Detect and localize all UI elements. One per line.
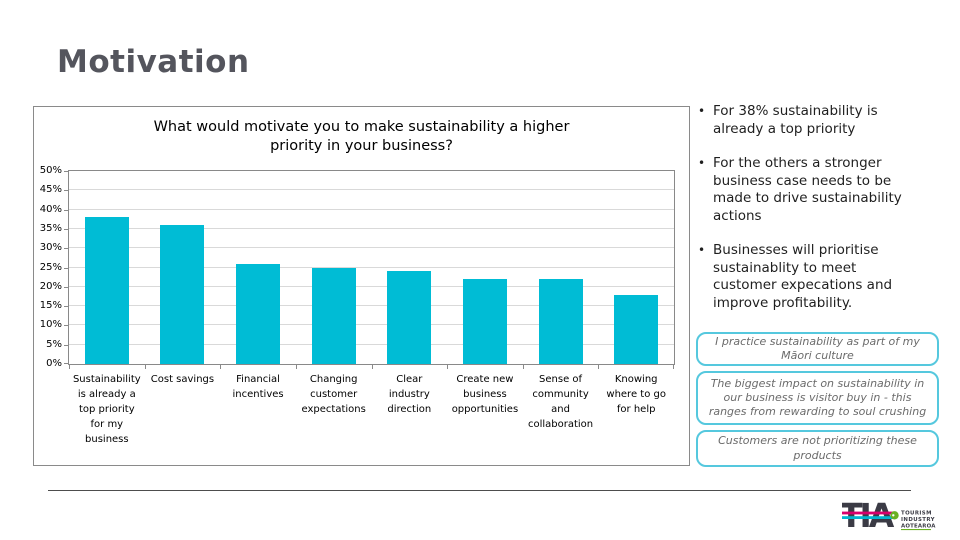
x-axis-tick xyxy=(371,364,373,369)
y-axis-label: 15% xyxy=(39,300,62,312)
y-axis-label: 50% xyxy=(39,165,62,176)
logo-stripe-magenta xyxy=(842,511,894,515)
bar-1 xyxy=(84,217,129,364)
y-axis-label: 0% xyxy=(46,358,62,369)
tia-logo: TIA TOURISM INDUSTRY AOTEAROA xyxy=(842,498,936,534)
slide-title: Motivation xyxy=(57,44,250,80)
bullet-item-2: • For the others a stronger business cas… xyxy=(698,155,940,225)
footer-divider xyxy=(48,490,911,491)
logo-koru-dot xyxy=(892,514,895,517)
x-axis-tick xyxy=(522,364,524,369)
y-axis-tick xyxy=(64,306,69,308)
bullet-marker: • xyxy=(698,243,706,257)
chart-container: What would motivate you to make sustaina… xyxy=(33,106,690,466)
x-axis-tick xyxy=(673,364,674,369)
quote-box-1: I practice sustainability as part of my … xyxy=(696,332,939,366)
x-category-label: Sense of community and collaboration xyxy=(527,374,594,430)
x-axis-tick xyxy=(144,364,146,369)
bar-4 xyxy=(311,267,356,364)
logo-line-1: TOURISM xyxy=(901,511,932,517)
y-axis-tick xyxy=(64,267,69,269)
x-category-label: Changing customer expectations xyxy=(301,374,366,415)
bullet-marker: • xyxy=(698,156,706,170)
quote-box-3: Customers are not prioritizing these pro… xyxy=(696,430,939,467)
gridline xyxy=(69,305,674,307)
y-axis-label: 45% xyxy=(39,184,62,196)
bar-2 xyxy=(160,225,205,364)
bar-6 xyxy=(462,279,507,364)
bar-5 xyxy=(387,271,432,364)
x-axis-tick xyxy=(69,364,70,369)
y-axis-label: 25% xyxy=(39,261,62,273)
y-axis-tick xyxy=(64,363,69,364)
x-axis-tick xyxy=(598,364,600,369)
y-axis-tick xyxy=(64,325,69,327)
x-axis-tick xyxy=(447,364,449,369)
y-axis-label: 10% xyxy=(39,319,62,331)
x-category-label: Clear industry direction xyxy=(387,374,432,415)
x-axis-tick xyxy=(295,364,297,369)
gridline xyxy=(69,285,674,287)
gridline xyxy=(69,227,674,229)
bullet-text-2: For the others a stronger business case … xyxy=(713,155,902,224)
gridline xyxy=(69,189,674,191)
gridline xyxy=(69,324,674,326)
y-axis-tick xyxy=(64,209,69,211)
bullet-text-1: For 38% sustainability is already a top … xyxy=(713,103,878,137)
logo-line-2: INDUSTRY xyxy=(901,517,935,523)
x-category-label: Financial incentives xyxy=(232,374,284,400)
chart-title: What would motivate you to make sustaina… xyxy=(153,119,570,155)
y-axis-tick xyxy=(64,248,69,250)
logo-stripe-cyan xyxy=(842,516,894,519)
bar-3 xyxy=(236,263,281,364)
gridline xyxy=(69,247,674,249)
y-axis-label: 40% xyxy=(39,203,62,215)
insight-bullets: • For 38% sustainability is already a to… xyxy=(698,103,940,329)
y-axis-tick xyxy=(64,228,69,230)
logo-green-underline xyxy=(901,529,931,531)
x-category-label: Create new business opportunities xyxy=(451,374,519,415)
gridline xyxy=(69,208,674,210)
bullet-item-1: • For 38% sustainability is already a to… xyxy=(698,103,940,138)
logo-koru-icon xyxy=(890,511,899,520)
y-axis-label: 35% xyxy=(39,222,62,234)
y-axis-label: 30% xyxy=(39,242,62,254)
y-axis-tick xyxy=(64,171,69,172)
plot-area: 0% 5% 10% 15% 20% 25% 30% 35% 40% 45% 50% Sustainab… xyxy=(40,165,675,445)
y-axis-tick xyxy=(64,190,69,192)
y-axis-tick xyxy=(64,344,69,346)
bullet-item-3: • Businesses will prioritise sustainabli… xyxy=(698,242,940,312)
bar-7 xyxy=(538,279,583,364)
quote-box-2: The biggest impact on sustainability in … xyxy=(696,371,939,425)
y-axis-tick xyxy=(64,286,69,288)
bar-8 xyxy=(614,294,659,364)
x-axis-tick xyxy=(220,364,222,369)
x-category-label: Knowing where to go for help xyxy=(606,374,666,415)
x-category-label: Sustainability is already a top priority… xyxy=(72,374,141,445)
logo-acronym: TIA xyxy=(842,498,895,534)
x-category-label: Cost savings xyxy=(150,374,215,385)
gridline xyxy=(69,266,674,268)
logo-line-3: AOTEAROA xyxy=(901,524,936,530)
y-axis-label: 20% xyxy=(39,280,62,292)
bullet-text-3: Businesses will prioritise sustainablity… xyxy=(713,242,893,311)
gridline xyxy=(69,343,674,345)
y-axis-label: 5% xyxy=(46,338,62,350)
bullet-marker: • xyxy=(698,104,706,118)
